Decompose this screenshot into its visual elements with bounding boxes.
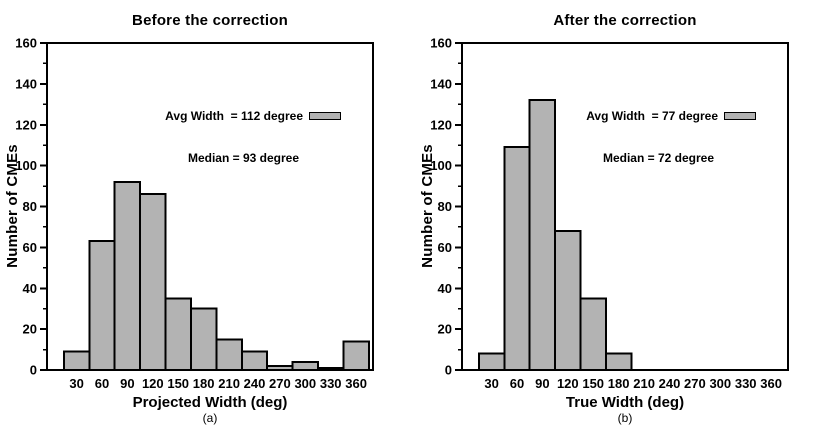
legend-after: Avg Width = 77 degree Median = 72 degree	[586, 81, 756, 193]
y-tick-label: 80	[438, 199, 452, 214]
bar	[579, 297, 607, 371]
y-tick-label: 120	[15, 117, 37, 132]
x-tick-label: 240	[244, 376, 266, 391]
x-tick-label: 300	[709, 376, 731, 391]
y-tick-label: 140	[430, 76, 452, 91]
bar	[240, 350, 269, 372]
x-axis-label: Projected Width (deg)	[132, 394, 288, 411]
bar	[554, 230, 582, 371]
x-tick-label: 210	[633, 376, 655, 391]
x-axis-label: True Width (deg)	[565, 394, 685, 411]
x-tick-label: 90	[535, 376, 549, 391]
x-tick-labels: 30 60 90 120 150 180 210 240 270 300 330 360	[484, 376, 782, 391]
x-tick-label: 60	[95, 376, 109, 391]
bars-group	[477, 99, 633, 372]
legend-avg-line: Avg Width = 77 degree	[586, 109, 756, 123]
legend-avg-label: Avg Width = 112 degree	[165, 109, 303, 123]
x-tick-label: 270	[684, 376, 706, 391]
y-axis-label: Number of CMEs	[419, 144, 436, 268]
x-tick-label: 180	[193, 376, 215, 391]
x-tick-label: 330	[735, 376, 757, 391]
y-axis-label: Number of CMEs	[4, 144, 21, 268]
panel-before-correction: Before the correction 0 20 40 60 80 100 120 140…	[4, 12, 374, 425]
bar	[62, 350, 91, 372]
x-tick-label: 120	[557, 376, 579, 391]
x-tick-label: 30	[69, 376, 83, 391]
y-tick-label: 100	[430, 158, 452, 173]
legend-swatch	[309, 112, 341, 120]
bar	[528, 99, 557, 371]
legend-median-label: Median = 93 degree	[187, 151, 299, 165]
x-tick-label: 360	[760, 376, 782, 391]
y-tick-label: 0	[30, 363, 37, 378]
y-tick-label: 80	[23, 199, 37, 214]
x-tick-label: 180	[608, 376, 630, 391]
y-tick-label: 100	[15, 158, 37, 173]
x-tick-label: 60	[510, 376, 524, 391]
x-tick-label: 120	[142, 376, 164, 391]
y-axis-ticks	[40, 42, 47, 371]
bar	[215, 338, 243, 371]
panel-sublabel-a: (a)	[202, 411, 218, 425]
panel-after-correction: After the correction 0 20 40 60 80 100 120 140 1…	[415, 0, 830, 429]
y-axis-ticks	[455, 42, 462, 371]
x-tick-label: 210	[218, 376, 240, 391]
bar	[503, 146, 531, 371]
x-tick-label: 240	[659, 376, 681, 391]
x-tick-label: 150	[167, 376, 189, 391]
bar	[291, 360, 320, 371]
chart-title-after: After the correction	[553, 12, 697, 29]
y-tick-label: 120	[430, 117, 452, 132]
y-tick-label: 0	[445, 363, 452, 378]
x-tick-label: 360	[345, 376, 367, 391]
y-tick-label: 40	[23, 281, 37, 296]
y-tick-label: 160	[430, 36, 452, 51]
bars-group	[62, 181, 370, 372]
y-tick-labels: 0 20 40 60 80 100 120 140 160	[430, 36, 452, 378]
bar	[113, 181, 142, 371]
legend-before: Avg Width = 112 degree Median = 93 degre…	[165, 81, 341, 193]
x-tick-label: 300	[294, 376, 316, 391]
legend-avg-line: Avg Width = 112 degree	[165, 109, 341, 123]
bar	[342, 340, 370, 371]
chart-title-before: Before the correction	[132, 12, 288, 29]
x-tick-label: 270	[269, 376, 291, 391]
y-tick-label: 140	[15, 76, 37, 91]
y-tick-label: 20	[438, 322, 452, 337]
x-tick-label: 150	[582, 376, 604, 391]
legend-swatch	[724, 112, 756, 120]
y-tick-label: 60	[438, 240, 452, 255]
y-tick-label: 160	[15, 36, 37, 51]
bar	[189, 307, 218, 372]
x-tick-label: 90	[120, 376, 134, 391]
legend-median-label: Median = 72 degree	[602, 151, 714, 165]
y-tick-label: 40	[438, 281, 452, 296]
panel-sublabel-b: (b)	[617, 411, 633, 425]
bar	[604, 352, 633, 372]
bar	[88, 240, 116, 371]
bar	[164, 297, 192, 371]
y-tick-label: 20	[23, 322, 37, 337]
x-tick-label: 30	[484, 376, 498, 391]
y-tick-labels: 0 20 40 60 80 100 120 140 160	[15, 36, 37, 378]
x-tick-labels: 30 60 90 120 150 180 210 240 270 300 330 360	[69, 376, 367, 391]
legend-avg-label: Avg Width = 77 degree	[586, 109, 718, 123]
bar	[139, 193, 167, 371]
x-tick-label: 330	[320, 376, 342, 391]
y-tick-label: 60	[23, 240, 37, 255]
bar	[477, 352, 506, 372]
